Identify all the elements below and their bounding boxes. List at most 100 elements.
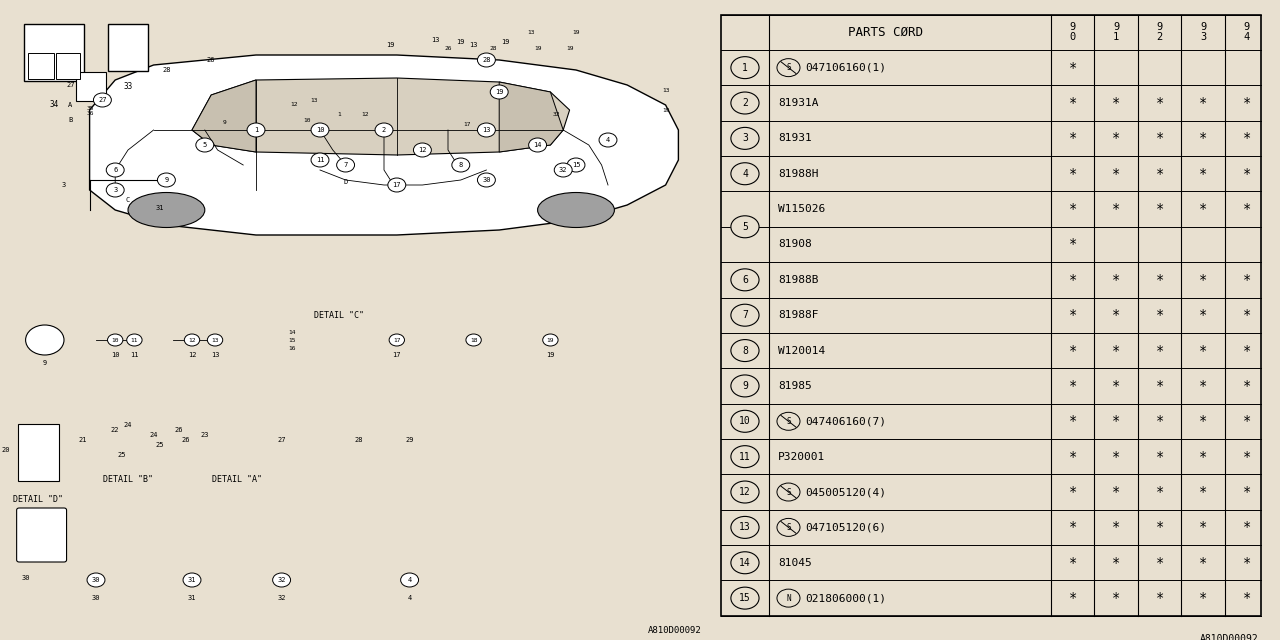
Text: 18: 18 [470,337,477,342]
Text: 25: 25 [156,442,164,448]
Text: DETAIL "D": DETAIL "D" [13,495,64,504]
Text: 4: 4 [407,577,412,583]
Text: *: * [1069,237,1076,252]
Text: *: * [1156,414,1164,428]
Text: *: * [1243,167,1251,180]
Text: W115026: W115026 [778,204,826,214]
Text: 13: 13 [211,337,219,342]
Text: 10: 10 [316,127,324,133]
Text: *: * [1243,556,1251,570]
Circle shape [157,173,175,187]
Circle shape [599,133,617,147]
Text: P320001: P320001 [778,452,826,461]
Text: 2: 2 [381,127,387,133]
Text: DETAIL "C": DETAIL "C" [314,310,365,319]
Text: 19: 19 [495,89,503,95]
Text: 5: 5 [202,142,207,148]
Circle shape [337,158,355,172]
Circle shape [247,123,265,137]
Text: *: * [1156,344,1164,358]
Text: *: * [1156,202,1164,216]
Circle shape [777,518,800,536]
Circle shape [401,573,419,587]
Text: *: * [1112,131,1120,145]
Text: *: * [1156,379,1164,393]
Text: 1: 1 [253,127,259,133]
Text: *: * [1156,556,1164,570]
Text: *: * [1112,379,1120,393]
Text: 7: 7 [742,310,748,320]
Text: 27: 27 [99,97,106,103]
FancyBboxPatch shape [28,52,55,79]
Circle shape [477,123,495,137]
Circle shape [777,483,800,501]
Text: 15: 15 [572,162,580,168]
Text: 81931A: 81931A [778,98,819,108]
Text: *: * [1199,591,1207,605]
Text: 4: 4 [742,169,748,179]
Text: *: * [1156,96,1164,110]
Text: 10: 10 [111,337,119,342]
Text: *: * [1069,414,1076,428]
Text: 047106160(1): 047106160(1) [805,63,886,73]
Text: 15: 15 [739,593,751,603]
Text: *: * [1112,308,1120,322]
Text: *: * [1156,131,1164,145]
Text: 13: 13 [431,37,439,43]
Text: *: * [1199,344,1207,358]
Circle shape [731,552,759,573]
Text: 4: 4 [605,137,611,143]
Text: 8: 8 [742,346,748,356]
Text: 9: 9 [742,381,748,391]
Text: 13: 13 [310,97,317,102]
Text: 13: 13 [211,352,219,358]
Text: 2: 2 [742,98,748,108]
Text: 5: 5 [742,222,748,232]
Text: 28: 28 [483,57,490,63]
Text: 12: 12 [739,487,751,497]
Circle shape [777,589,800,607]
FancyBboxPatch shape [77,72,106,100]
Text: 021806000(1): 021806000(1) [805,593,886,603]
FancyBboxPatch shape [24,24,84,81]
Circle shape [731,216,759,238]
Text: *: * [1199,485,1207,499]
Text: 1: 1 [338,113,340,118]
Circle shape [777,412,800,430]
Text: 14: 14 [534,142,541,148]
Circle shape [184,334,200,346]
Text: *: * [1243,344,1251,358]
Text: *: * [1069,591,1076,605]
Text: S: S [786,63,791,72]
Text: 30: 30 [22,575,29,581]
Text: 9
1: 9 1 [1114,22,1119,42]
Circle shape [731,340,759,362]
Text: 19: 19 [547,352,554,358]
Text: *: * [1112,344,1120,358]
FancyBboxPatch shape [17,508,67,562]
FancyBboxPatch shape [18,424,59,481]
Text: 32: 32 [278,577,285,583]
Circle shape [567,158,585,172]
Text: 047105120(6): 047105120(6) [805,522,886,532]
Text: *: * [1112,414,1120,428]
Circle shape [311,123,329,137]
Text: 13: 13 [527,29,535,35]
Text: 13: 13 [483,127,490,133]
Circle shape [731,269,759,291]
Text: *: * [1243,485,1251,499]
Circle shape [127,334,142,346]
Text: 23: 23 [201,432,209,438]
Text: 24: 24 [124,422,132,428]
Text: 4: 4 [407,595,412,601]
Circle shape [106,163,124,177]
Text: 81988B: 81988B [778,275,819,285]
Text: N: N [786,594,791,603]
Text: 31: 31 [156,205,164,211]
Text: 13: 13 [739,522,751,532]
Text: 12: 12 [419,147,426,153]
Text: 27: 27 [278,437,285,443]
Text: 12: 12 [188,337,196,342]
Text: 25: 25 [118,452,125,458]
Text: 3: 3 [61,182,67,188]
